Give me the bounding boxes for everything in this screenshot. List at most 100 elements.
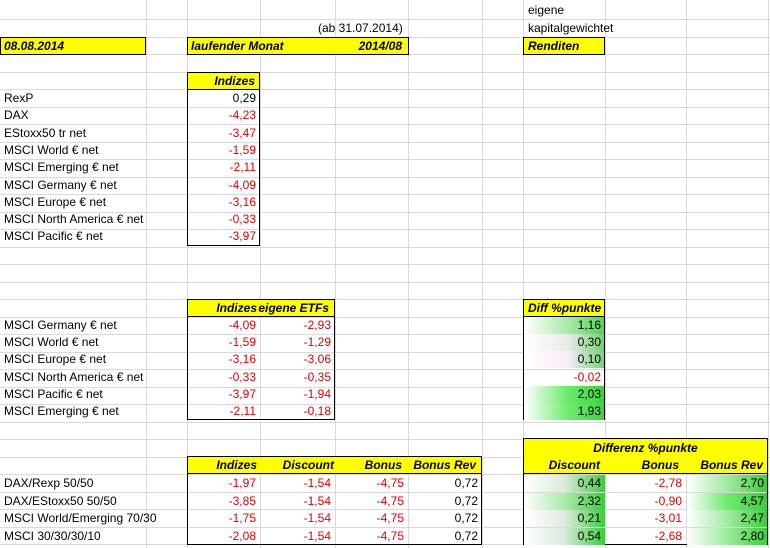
index-name: EStoxx50 tr net [4, 126, 87, 140]
portfolio-discount[interactable]: -1,54 [303, 476, 331, 490]
diff-value[interactable]: 0,30 [577, 335, 601, 349]
etf-header-cell[interactable]: Indizes eigene ETFs [187, 299, 335, 317]
diff-value[interactable]: 1,16 [577, 318, 601, 332]
portfolio-bonus-rev[interactable]: 0,72 [454, 529, 478, 543]
etf-index-value[interactable]: -4,09 [228, 318, 256, 332]
diff-bonus[interactable]: -3,01 [654, 511, 682, 525]
etf-row-name: MSCI Pacific € net [4, 387, 103, 401]
index-value[interactable]: -3,16 [228, 195, 256, 209]
diff-databar-cell[interactable] [524, 386, 604, 403]
diff-bonus-rev[interactable]: 2,80 [740, 529, 764, 543]
etf-index-value[interactable]: -3,97 [228, 387, 256, 401]
diff-databar-cell[interactable] [524, 317, 604, 334]
indices-header-cell[interactable]: Indizes [187, 72, 260, 90]
diff-bonus-rev[interactable]: 2,70 [740, 476, 764, 490]
etf-row-name: MSCI World € net [4, 335, 99, 349]
diff-bonus-rev[interactable]: 4,57 [740, 494, 764, 508]
index-value[interactable]: -1,59 [228, 143, 256, 157]
diff-discount[interactable]: 0,54 [577, 529, 601, 543]
index-value[interactable]: -4,09 [228, 178, 256, 192]
date-cell[interactable]: 08.08.2014 [0, 37, 146, 55]
portfolio-col-bonus: Bonus [364, 458, 402, 472]
portfolio-index[interactable]: -1,75 [228, 511, 256, 525]
etf-value[interactable]: -3,06 [303, 352, 331, 366]
portfolio-bonus-rev[interactable]: 0,72 [454, 476, 478, 490]
index-name: MSCI Emerging € net [4, 160, 119, 174]
report-date: 08.08.2014 [4, 39, 65, 53]
diff-value[interactable]: -0,02 [573, 370, 601, 384]
portfolio-values-box [187, 473, 482, 545]
diff-databar-cell[interactable] [687, 475, 767, 492]
portfolio-index[interactable]: -3,85 [228, 494, 256, 508]
portfolio-col-bonus-rev: Bonus Rev [413, 458, 476, 472]
portfolio-bonus[interactable]: -4,75 [376, 476, 404, 490]
portfolio-name: MSCI 30/30/30/10 [4, 529, 101, 543]
diff-pct-header-cell[interactable]: Differenz %punkte Discount Bonus Bonus R… [523, 438, 768, 474]
etf-index-value[interactable]: -0,33 [228, 370, 256, 384]
etf-value[interactable]: -0,18 [303, 404, 331, 418]
diff-databar-cell[interactable] [687, 510, 767, 527]
diff-header-cell[interactable]: Diff %punkte [523, 299, 605, 317]
etf-index-value[interactable]: -1,59 [228, 335, 256, 349]
diff-databar-cell[interactable] [687, 493, 767, 510]
portfolio-discount[interactable]: -1,54 [303, 511, 331, 525]
diff-databar-cell[interactable] [524, 334, 604, 351]
diff-databar-cell[interactable] [524, 351, 604, 368]
diff-discount[interactable]: 2,32 [577, 494, 601, 508]
diff-databar-cell[interactable] [524, 510, 605, 527]
diff-databar-cell[interactable] [524, 403, 604, 420]
diff-value[interactable]: 2,03 [577, 387, 601, 401]
etf-value[interactable]: -1,29 [303, 335, 331, 349]
diff-discount[interactable]: 0,44 [577, 476, 601, 490]
index-value[interactable]: -0,33 [228, 212, 256, 226]
index-value[interactable]: -2,11 [229, 160, 256, 174]
portfolio-col-indizes: Indizes [216, 458, 257, 472]
diff-databar-cell[interactable] [524, 493, 605, 510]
etf-index-value[interactable]: -3,16 [228, 352, 256, 366]
diff-value[interactable]: 1,93 [577, 404, 601, 418]
etf-col-etfs: eigene ETFs [258, 301, 329, 315]
etf-value[interactable]: -2,93 [303, 318, 331, 332]
index-value[interactable]: -3,47 [228, 126, 256, 140]
portfolio-bonus[interactable]: -4,75 [376, 511, 404, 525]
diff-databar-cell[interactable] [524, 528, 605, 545]
diff-discount[interactable]: 0,21 [577, 511, 601, 525]
diff-col-bonus: Bonus [641, 458, 679, 472]
portfolio-index[interactable]: -2,08 [228, 529, 256, 543]
index-value[interactable]: -4,23 [228, 108, 256, 122]
portfolio-bonus[interactable]: -4,75 [376, 494, 404, 508]
diff-bonus-rev[interactable]: 2,47 [740, 511, 764, 525]
etf-index-value[interactable]: -2,11 [229, 404, 256, 418]
portfolio-bonus-rev[interactable]: 0,72 [454, 511, 478, 525]
portfolio-bonus-rev[interactable]: 0,72 [454, 494, 478, 508]
period-cell[interactable]: laufender Monat 2014/08 [187, 37, 409, 55]
weighting-label-line2: kapitalgewichtet [528, 21, 614, 35]
portfolio-header-cell[interactable]: Indizes Discount Bonus Bonus Rev [187, 456, 482, 474]
portfolio-bonus[interactable]: -4,75 [376, 529, 404, 543]
portfolio-index[interactable]: -1,97 [228, 476, 256, 490]
diff-bonus[interactable]: -2,68 [654, 529, 682, 543]
period-label: laufender Monat [191, 39, 284, 53]
etf-value[interactable]: -0,35 [303, 370, 331, 384]
portfolio-discount[interactable]: -1,54 [303, 529, 331, 543]
etf-row-name: MSCI Germany € net [4, 318, 117, 332]
diff-databar-cell[interactable] [524, 475, 605, 492]
index-name: RexP [4, 91, 34, 105]
diff-pct-values-box [523, 473, 768, 545]
etf-value[interactable]: -1,94 [303, 387, 331, 401]
etf-values-box [187, 316, 335, 420]
index-name: DAX [4, 108, 29, 122]
portfolio-discount[interactable]: -1,54 [303, 494, 331, 508]
index-name: MSCI Germany € net [4, 178, 117, 192]
etf-row-name: MSCI North America € net [4, 370, 144, 384]
diff-bonus[interactable]: -2,78 [654, 476, 682, 490]
etf-col-indizes: Indizes [216, 301, 257, 315]
diff-value[interactable]: 0,10 [577, 352, 601, 366]
returns-cell[interactable]: Renditen [523, 37, 605, 55]
diff-databar-cell[interactable] [687, 528, 767, 545]
index-value[interactable]: 0,29 [232, 91, 256, 105]
index-value[interactable]: -3,97 [228, 229, 256, 243]
period-value: 2014/08 [358, 39, 402, 53]
diff-bonus[interactable]: -0,90 [654, 494, 682, 508]
indices-values-box [187, 89, 260, 246]
